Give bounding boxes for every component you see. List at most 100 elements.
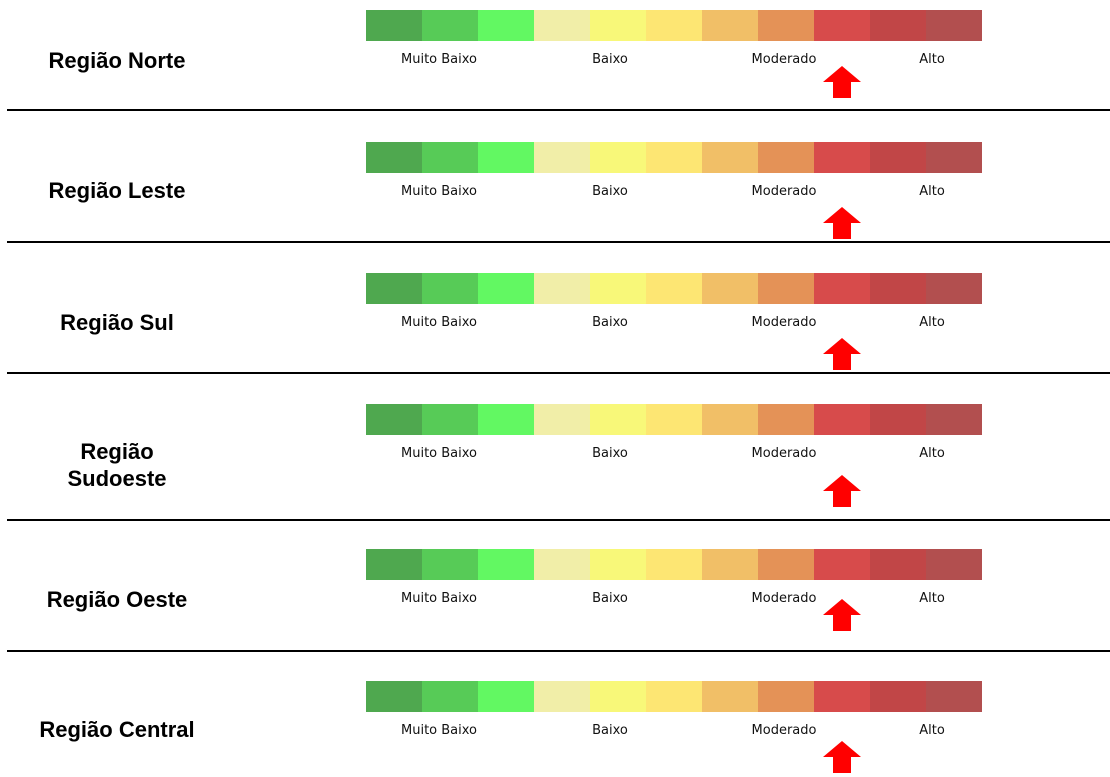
risk-scale-bar (366, 273, 982, 304)
scale-tick-label: Muito Baixo (401, 446, 477, 461)
scale-segment (366, 142, 422, 173)
level-indicator-arrow-icon (823, 338, 861, 370)
section-divider (7, 650, 1110, 652)
scale-segment (478, 273, 534, 304)
scale-tick-label: Moderado (751, 723, 817, 738)
scale-tick-label: Moderado (751, 446, 817, 461)
scale-segment (534, 10, 590, 41)
scale-segment (590, 549, 646, 580)
scale-segment (814, 10, 870, 41)
scale-tick-label: Baixo (592, 591, 628, 606)
scale-segment (478, 10, 534, 41)
scale-segment (646, 681, 702, 712)
level-indicator-arrow-icon (823, 475, 861, 507)
scale-segment (422, 681, 478, 712)
scale-tick-label: Moderado (751, 52, 817, 67)
scale-segment (702, 273, 758, 304)
scale-tick-label: Muito Baixo (401, 591, 477, 606)
scale-segment (646, 10, 702, 41)
scale-segment (590, 142, 646, 173)
scale-segment (478, 404, 534, 435)
scale-tick-label: Muito Baixo (401, 315, 477, 330)
scale-tick-label: Baixo (592, 315, 628, 330)
scale-tick-label: Alto (919, 446, 945, 461)
scale-segment (758, 404, 814, 435)
scale-segment (422, 404, 478, 435)
scale-segment (758, 142, 814, 173)
scale-tick-label: Alto (919, 52, 945, 67)
scale-tick-label: Baixo (592, 52, 628, 67)
scale-segment (702, 549, 758, 580)
scale-segment (366, 10, 422, 41)
scale-segment (534, 142, 590, 173)
scale-segment (422, 142, 478, 173)
section-divider (7, 241, 1110, 243)
region-label: Região Oeste (46, 586, 188, 612)
scale-segment (702, 681, 758, 712)
scale-segment (590, 681, 646, 712)
scale-segment (814, 142, 870, 173)
level-indicator-arrow-icon (823, 599, 861, 631)
scale-segment (534, 549, 590, 580)
section-divider (7, 109, 1110, 111)
scale-segment (366, 549, 422, 580)
risk-scale-bar (366, 681, 982, 712)
scale-segment (590, 404, 646, 435)
scale-tick-label: Moderado (751, 184, 817, 199)
scale-segment (646, 549, 702, 580)
scale-segment (926, 273, 982, 304)
scale-tick-label: Baixo (592, 723, 628, 738)
scale-tick-label: Baixo (592, 184, 628, 199)
scale-segment (534, 273, 590, 304)
scale-segment (926, 549, 982, 580)
scale-segment (758, 10, 814, 41)
risk-scale-bar (366, 142, 982, 173)
scale-segment (478, 681, 534, 712)
scale-segment (758, 681, 814, 712)
scale-tick-label: Muito Baixo (401, 723, 477, 738)
scale-segment (422, 273, 478, 304)
scale-segment (926, 681, 982, 712)
region-label: Região Norte (48, 47, 186, 73)
risk-scale-bar (366, 549, 982, 580)
scale-segment (870, 142, 926, 173)
scale-segment (646, 273, 702, 304)
scale-segment (646, 142, 702, 173)
scale-segment (702, 10, 758, 41)
scale-tick-label: Alto (919, 184, 945, 199)
scale-segment (534, 404, 590, 435)
scale-segment (646, 404, 702, 435)
section-divider (7, 372, 1110, 374)
scale-tick-label: Muito Baixo (401, 184, 477, 199)
scale-segment (590, 273, 646, 304)
scale-segment (814, 404, 870, 435)
scale-tick-label: Muito Baixo (401, 52, 477, 67)
scale-segment (870, 404, 926, 435)
risk-scale-bar (366, 404, 982, 435)
scale-segment (590, 10, 646, 41)
scale-segment (366, 273, 422, 304)
scale-tick-label: Alto (919, 723, 945, 738)
scale-segment (926, 404, 982, 435)
region-label: Região Sul (60, 309, 174, 335)
scale-segment (366, 404, 422, 435)
scale-segment (478, 549, 534, 580)
scale-segment (926, 10, 982, 41)
scale-segment (814, 549, 870, 580)
scale-segment (870, 549, 926, 580)
scale-segment (478, 142, 534, 173)
scale-segment (870, 10, 926, 41)
level-indicator-arrow-icon (823, 66, 861, 98)
risk-scale-bar (366, 10, 982, 41)
scale-segment (702, 404, 758, 435)
scale-segment (534, 681, 590, 712)
scale-segment (870, 681, 926, 712)
scale-segment (422, 10, 478, 41)
scale-segment (702, 142, 758, 173)
level-indicator-arrow-icon (823, 207, 861, 239)
scale-segment (366, 681, 422, 712)
scale-segment (926, 142, 982, 173)
scale-tick-label: Baixo (592, 446, 628, 461)
scale-tick-label: Alto (919, 591, 945, 606)
scale-segment (758, 273, 814, 304)
